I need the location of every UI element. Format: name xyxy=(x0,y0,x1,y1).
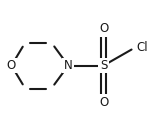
Text: O: O xyxy=(99,22,108,35)
Text: O: O xyxy=(7,59,16,72)
Text: O: O xyxy=(99,96,108,109)
Text: Cl: Cl xyxy=(137,41,148,54)
Text: S: S xyxy=(100,59,107,72)
Text: N: N xyxy=(64,59,73,72)
